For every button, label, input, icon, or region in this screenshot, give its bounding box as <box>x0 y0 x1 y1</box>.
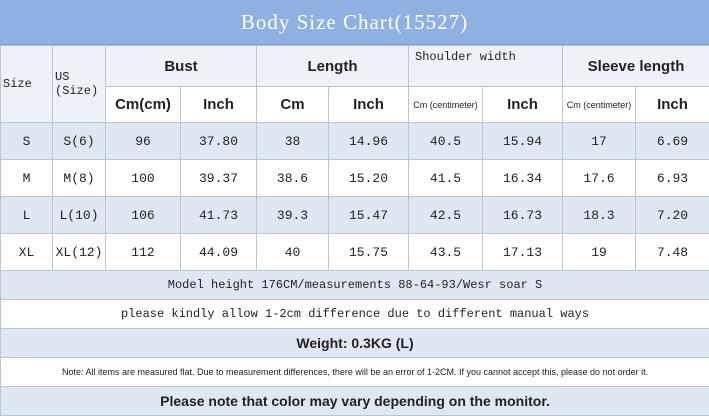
column-subheader: Cm <box>257 87 329 123</box>
column-group-header: Sleeve length <box>563 46 709 87</box>
note-row: Weight: 0.3KG (L) <box>1 329 709 358</box>
cell: 16.73 <box>483 197 563 234</box>
column-group-header: Bust <box>106 46 257 87</box>
cell: 16.34 <box>483 160 563 197</box>
cell: 41.5 <box>409 160 483 197</box>
cell: 17.6 <box>563 160 636 197</box>
cell: 38.6 <box>257 160 329 197</box>
note: Note: All items are measured flat. Due t… <box>1 358 709 387</box>
cell: 40 <box>257 234 329 271</box>
cell: S <box>1 123 53 160</box>
cell: M(8) <box>53 160 106 197</box>
note-row: Please note that color may vary dependin… <box>1 387 709 416</box>
cell: S(6) <box>53 123 106 160</box>
cell: 14.96 <box>329 123 409 160</box>
cell: 15.75 <box>329 234 409 271</box>
cell: L(10) <box>53 197 106 234</box>
cell: 96 <box>106 123 181 160</box>
cell: 40.5 <box>409 123 483 160</box>
note-row: Model height 176CM/measurements 88-64-93… <box>1 271 709 300</box>
column-subheader: Cm(cm) <box>106 87 181 123</box>
column-subheader: Cm (centimeter) <box>409 87 483 123</box>
cell: 44.09 <box>181 234 257 271</box>
column-group-header: Shoulder width <box>409 46 563 87</box>
title: Body Size Chart(15527) <box>0 0 709 45</box>
cell: 15.94 <box>483 123 563 160</box>
column-subheader: Cm (centimeter) <box>563 87 636 123</box>
column-header: US (Size) <box>53 46 106 123</box>
cell: 7.20 <box>636 197 709 234</box>
cell: 37.80 <box>181 123 257 160</box>
cell: 41.73 <box>181 197 257 234</box>
column-subheader: Inch <box>636 87 709 123</box>
cell: 18.3 <box>563 197 636 234</box>
cell: 17 <box>563 123 636 160</box>
note-row: please kindly allow 1-2cm difference due… <box>1 300 709 329</box>
cell: 6.93 <box>636 160 709 197</box>
column-subheader: Inch <box>181 87 257 123</box>
cell: 43.5 <box>409 234 483 271</box>
cell: 19 <box>563 234 636 271</box>
note-row: Note: All items are measured flat. Due t… <box>1 358 709 387</box>
note: Please note that color may vary dependin… <box>1 387 709 416</box>
cell: M <box>1 160 53 197</box>
cell: 100 <box>106 160 181 197</box>
cell: 6.69 <box>636 123 709 160</box>
cell: XL(12) <box>53 234 106 271</box>
cell: 38 <box>257 123 329 160</box>
cell: 7.48 <box>636 234 709 271</box>
cell: 112 <box>106 234 181 271</box>
cell: 17.13 <box>483 234 563 271</box>
cell: 39.3 <box>257 197 329 234</box>
note: Model height 176CM/measurements 88-64-93… <box>1 271 709 300</box>
cell: XL <box>1 234 53 271</box>
cell: 106 <box>106 197 181 234</box>
cell: L <box>1 197 53 234</box>
cell: 15.20 <box>329 160 409 197</box>
column-subheader: Inch <box>483 87 563 123</box>
note: please kindly allow 1-2cm difference due… <box>1 300 709 329</box>
cell: 42.5 <box>409 197 483 234</box>
cell: 15.47 <box>329 197 409 234</box>
column-header: Size <box>1 46 53 123</box>
column-group-header: Length <box>257 46 409 87</box>
cell: 39.37 <box>181 160 257 197</box>
note: Weight: 0.3KG (L) <box>1 329 709 358</box>
column-subheader: Inch <box>329 87 409 123</box>
